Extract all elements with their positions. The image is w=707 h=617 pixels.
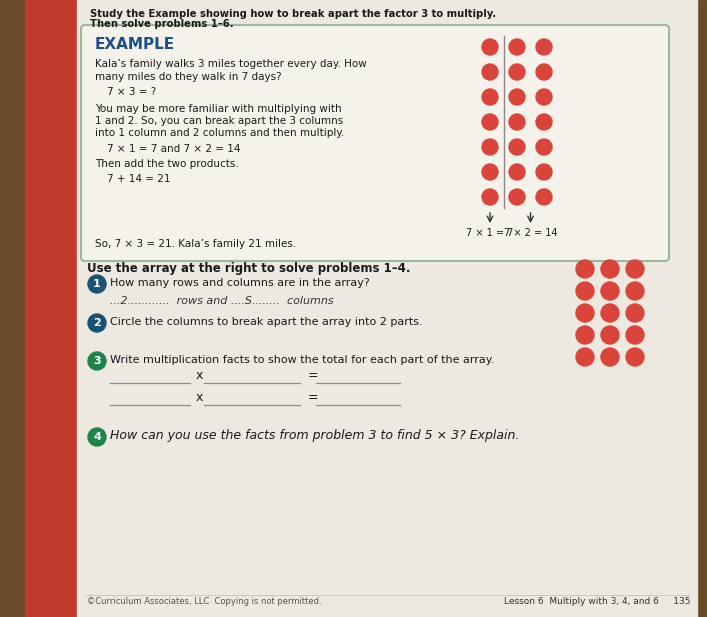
Circle shape xyxy=(509,39,525,55)
Text: ...2............  rows and ....S........  columns: ...2............ rows and ....S........ … xyxy=(110,296,334,306)
Circle shape xyxy=(482,39,498,55)
Circle shape xyxy=(626,348,644,366)
Circle shape xyxy=(626,260,644,278)
Circle shape xyxy=(482,64,498,80)
Circle shape xyxy=(88,352,106,370)
Circle shape xyxy=(626,326,644,344)
Text: 7 + 14 = 21: 7 + 14 = 21 xyxy=(107,174,170,184)
Circle shape xyxy=(601,282,619,300)
FancyBboxPatch shape xyxy=(81,25,669,261)
Text: Circle the columns to break apart the array into 2 parts.: Circle the columns to break apart the ar… xyxy=(110,317,423,327)
Circle shape xyxy=(536,89,552,105)
Text: 7 × 1 = 7 and 7 × 2 = 14: 7 × 1 = 7 and 7 × 2 = 14 xyxy=(107,144,240,154)
Text: EXAMPLE: EXAMPLE xyxy=(95,37,175,52)
Text: many miles do they walk in 7 days?: many miles do they walk in 7 days? xyxy=(95,72,281,82)
Text: x: x xyxy=(196,369,204,382)
Text: =: = xyxy=(308,369,319,382)
Text: Then add the two products.: Then add the two products. xyxy=(95,159,239,169)
Circle shape xyxy=(509,89,525,105)
Circle shape xyxy=(482,139,498,155)
Text: into 1 column and 2 columns and then multiply.: into 1 column and 2 columns and then mul… xyxy=(95,128,344,138)
Bar xyxy=(77,0,697,617)
Text: 1 and 2. So, you can break apart the 3 columns: 1 and 2. So, you can break apart the 3 c… xyxy=(95,116,344,126)
Circle shape xyxy=(576,304,594,322)
Circle shape xyxy=(536,164,552,180)
Circle shape xyxy=(482,189,498,205)
Circle shape xyxy=(576,326,594,344)
Text: Study the Example showing how to break apart the factor 3 to multiply.: Study the Example showing how to break a… xyxy=(90,9,496,19)
Circle shape xyxy=(88,428,106,446)
Circle shape xyxy=(482,114,498,130)
Text: So, 7 × 3 = 21. Kala’s family 21 miles.: So, 7 × 3 = 21. Kala’s family 21 miles. xyxy=(95,239,296,249)
Circle shape xyxy=(601,326,619,344)
Circle shape xyxy=(626,282,644,300)
Bar xyxy=(25,0,77,617)
Circle shape xyxy=(482,164,498,180)
Circle shape xyxy=(536,64,552,80)
Text: How can you use the facts from problem 3 to find 5 × 3? Explain.: How can you use the facts from problem 3… xyxy=(110,429,520,442)
Circle shape xyxy=(576,260,594,278)
Circle shape xyxy=(509,114,525,130)
Circle shape xyxy=(536,189,552,205)
Text: How many rows and columns are in the array?: How many rows and columns are in the arr… xyxy=(110,278,370,288)
Text: 7 × 2 = 14: 7 × 2 = 14 xyxy=(504,228,557,238)
Circle shape xyxy=(509,64,525,80)
Text: Write multiplication facts to show the total for each part of the array.: Write multiplication facts to show the t… xyxy=(110,355,494,365)
Text: Lesson 6  Multiply with 3, 4, and 6     135: Lesson 6 Multiply with 3, 4, and 6 135 xyxy=(503,597,690,605)
Circle shape xyxy=(88,275,106,293)
Circle shape xyxy=(536,139,552,155)
Text: x: x xyxy=(196,391,204,404)
Circle shape xyxy=(509,164,525,180)
Circle shape xyxy=(482,89,498,105)
Text: Kala’s family walks 3 miles together every day. How: Kala’s family walks 3 miles together eve… xyxy=(95,59,367,69)
Text: =: = xyxy=(308,391,319,404)
Text: 7 × 3 = ?: 7 × 3 = ? xyxy=(107,87,156,97)
Circle shape xyxy=(509,139,525,155)
Circle shape xyxy=(576,348,594,366)
Circle shape xyxy=(509,189,525,205)
Circle shape xyxy=(626,304,644,322)
Circle shape xyxy=(536,39,552,55)
Circle shape xyxy=(601,348,619,366)
Text: You may be more familiar with multiplying with: You may be more familiar with multiplyin… xyxy=(95,104,341,114)
Circle shape xyxy=(601,260,619,278)
Circle shape xyxy=(88,314,106,332)
Text: 3: 3 xyxy=(93,356,101,366)
Text: 4: 4 xyxy=(93,432,101,442)
Text: 1: 1 xyxy=(93,279,101,289)
Text: ©Curriculum Associates, LLC  Copying is not permitted.: ©Curriculum Associates, LLC Copying is n… xyxy=(87,597,322,605)
Circle shape xyxy=(536,114,552,130)
Circle shape xyxy=(576,282,594,300)
Text: Then solve problems 1–6.: Then solve problems 1–6. xyxy=(90,19,233,29)
Text: Use the array at the right to solve problems 1–4.: Use the array at the right to solve prob… xyxy=(87,262,411,275)
Text: 7 × 1 = 7: 7 × 1 = 7 xyxy=(467,228,514,238)
Circle shape xyxy=(601,304,619,322)
Text: 2: 2 xyxy=(93,318,101,328)
